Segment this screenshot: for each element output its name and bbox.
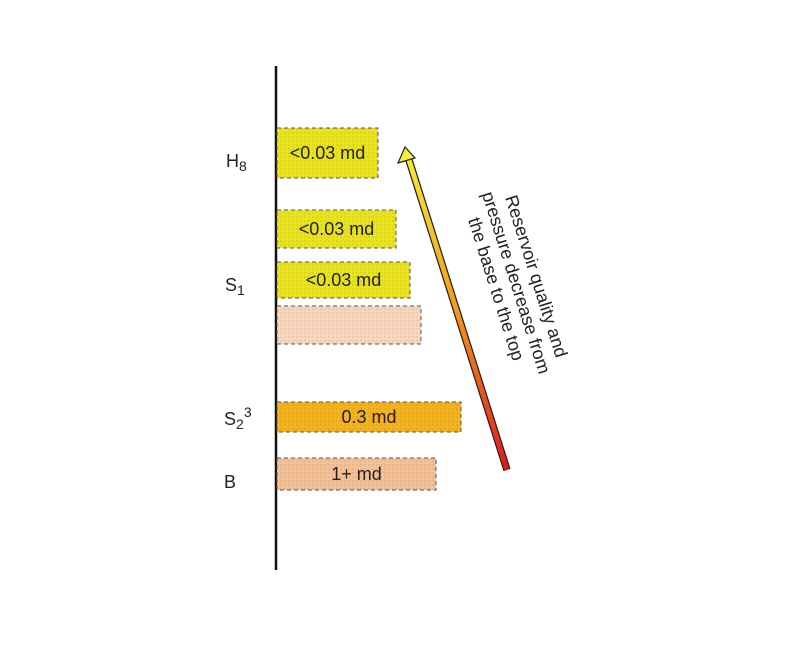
layer-box: <0.03 md — [276, 261, 411, 299]
layer-label: S1 — [225, 275, 245, 298]
layer-box: <0.03 md — [276, 209, 397, 249]
box-label: 0.3 md — [341, 407, 396, 427]
box-outline — [276, 261, 411, 299]
layer-subscript: 1 — [237, 282, 245, 298]
layer-name: S — [225, 275, 237, 295]
box-outline — [276, 305, 422, 345]
layer-superscript: 3 — [244, 404, 252, 420]
layer-box: 1+ md — [276, 457, 437, 491]
layer-subscript: 2 — [236, 416, 244, 432]
layer-name: S — [224, 409, 236, 429]
box-outline — [276, 401, 462, 433]
box-label: <0.03 md — [306, 270, 382, 290]
layer-box — [276, 305, 422, 345]
box-label: 1+ md — [331, 464, 382, 484]
layer-label: S23 — [224, 404, 252, 432]
box-label: <0.03 md — [290, 143, 366, 163]
box-outline — [276, 209, 397, 249]
layer-label: B — [224, 472, 236, 492]
layer-label: H8 — [226, 151, 247, 174]
box-outline — [276, 127, 379, 179]
layer-box: 0.3 md — [276, 401, 462, 433]
layer-name: H — [226, 151, 239, 171]
layer-box: <0.03 md — [276, 127, 379, 179]
layer-name: B — [224, 472, 236, 492]
arrow — [396, 145, 511, 472]
box-outline — [276, 457, 437, 491]
layer-subscript: 8 — [239, 158, 247, 174]
box-label: <0.03 md — [299, 219, 375, 239]
